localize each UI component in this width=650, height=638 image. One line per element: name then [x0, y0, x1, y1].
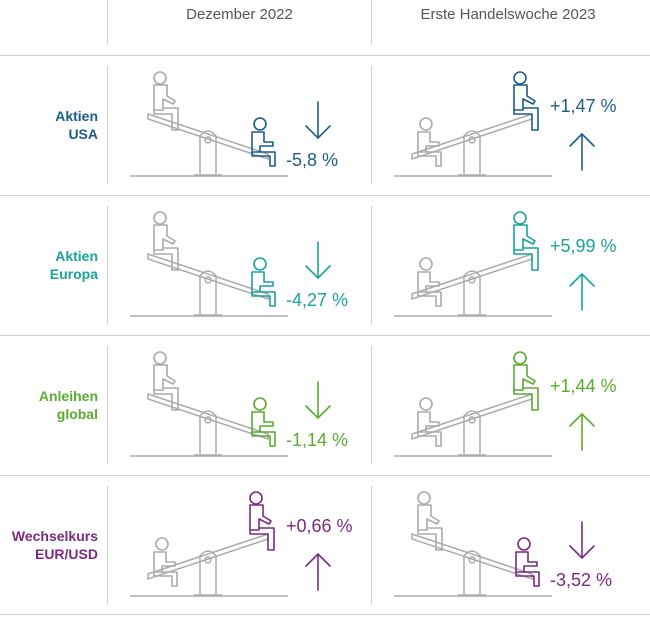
seesaw-icon — [394, 351, 552, 457]
direction-arrow-icon — [305, 241, 331, 280]
row-label-line1: Aktien — [55, 108, 98, 124]
row-label-aktien-europa: Aktien Europa — [0, 247, 98, 283]
row-label-aktien-usa: Aktien USA — [0, 107, 98, 143]
bottom-divider — [0, 614, 650, 615]
change-value: +1,44 % — [550, 376, 617, 396]
cell-aktien-usa-jan: +1,47 % — [392, 62, 642, 187]
header-divider — [0, 55, 650, 56]
header-separator — [107, 0, 108, 44]
cell-aktien-usa-dec: -5,8 % — [128, 62, 378, 187]
cell-wechselkurs-dec: +0,66 % — [128, 482, 378, 607]
seesaw-icon — [130, 351, 288, 457]
direction-arrow-icon — [305, 381, 331, 420]
direction-arrow-icon — [569, 132, 595, 171]
seesaw-icon — [394, 71, 552, 177]
row-divider — [0, 475, 650, 476]
row-label-line2: global — [56, 406, 98, 422]
cell-separator — [107, 206, 108, 324]
row-label-anleihen-global: Anleihen global — [0, 387, 98, 423]
cell-separator — [107, 66, 108, 184]
row-label-line1: Anleihen — [38, 388, 98, 404]
cell-aktien-europa-dec: -4,27 % — [128, 202, 378, 327]
change-value: -1,14 % — [286, 430, 349, 450]
cell-separator — [371, 346, 372, 464]
change-value: +1,47 % — [550, 96, 617, 116]
cell-aktien-europa-jan: +5,99 % — [392, 202, 642, 327]
change-value: +5,99 % — [550, 236, 617, 256]
row-label-wechselkurs: Wechselkurs EUR/USD — [0, 527, 98, 563]
cell-anleihen-global-jan: +1,44 % — [392, 342, 642, 467]
direction-arrow-icon — [569, 272, 595, 311]
direction-arrow-icon — [569, 521, 595, 560]
header-separator — [371, 0, 372, 44]
direction-arrow-icon — [569, 412, 595, 451]
row-divider — [0, 195, 650, 196]
cell-wechselkurs-jan: -3,52 % — [392, 482, 642, 607]
row-label-line2: EUR/USD — [34, 546, 98, 562]
row-divider — [0, 335, 650, 336]
change-value: -5,8 % — [286, 150, 339, 170]
direction-arrow-icon — [305, 101, 331, 140]
row-label-line1: Wechselkurs — [11, 528, 98, 544]
cell-anleihen-global-dec: -1,14 % — [128, 342, 378, 467]
cell-separator — [371, 66, 372, 184]
column-header-dec-2022: Dezember 2022 — [186, 6, 293, 23]
seesaw-icon — [394, 211, 552, 317]
seesaw-icon — [130, 71, 288, 177]
cell-separator — [371, 206, 372, 324]
row-label-line2: Europa — [49, 266, 98, 282]
change-value: +0,66 % — [286, 516, 353, 536]
seesaw-icon — [130, 211, 288, 317]
change-value: -3,52 % — [550, 570, 613, 590]
seesaw-icon — [130, 491, 288, 597]
row-label-line2: USA — [68, 126, 98, 142]
direction-arrow-icon — [305, 552, 331, 591]
column-header-first-week-2023: Erste Handelswoche 2023 — [420, 6, 596, 23]
seesaw-icon — [394, 491, 552, 597]
row-label-line1: Aktien — [55, 248, 98, 264]
cell-separator — [107, 346, 108, 464]
change-value: -4,27 % — [286, 290, 349, 310]
cell-separator — [107, 486, 108, 604]
cell-separator — [371, 486, 372, 604]
